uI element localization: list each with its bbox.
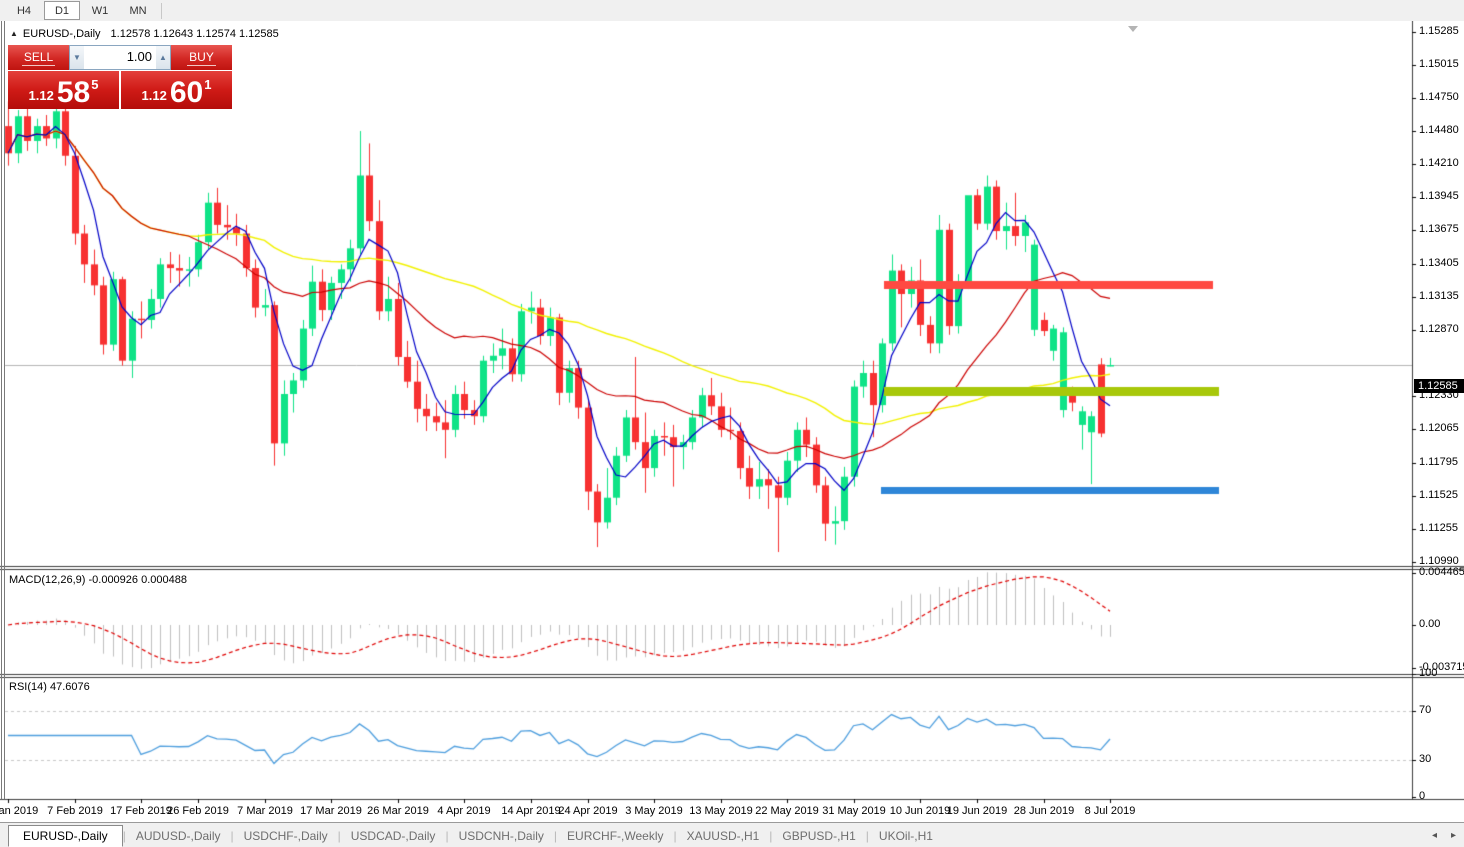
tab-separator: |: [337, 828, 341, 843]
tab-separator: |: [865, 828, 869, 843]
timeframe-button-mn[interactable]: MN: [129, 4, 147, 17]
date-axis-tick: 13 May 2019: [689, 805, 753, 817]
volume-control: ▼ ▲: [69, 45, 171, 70]
price-axis-tick: 1.13405: [1419, 257, 1459, 269]
price-axis-tick: 1.11255: [1419, 522, 1458, 534]
price-axis-tick: 1.12870: [1419, 323, 1459, 335]
volume-increase-button[interactable]: ▲: [156, 46, 170, 69]
chart-tab-xauusd-h1[interactable]: XAUUSD-,H1: [686, 828, 760, 843]
buy-button[interactable]: BUY: [171, 45, 232, 70]
date-axis-tick: 10 Jun 2019: [889, 805, 951, 817]
one-click-trade-panel: SELL ▼ ▲ BUY 1.12 58 5 1.12 60 1: [8, 45, 232, 109]
buy-price-big: 60: [169, 76, 204, 109]
chart-shift-marker-icon[interactable]: [1128, 26, 1138, 32]
macd-values: -0.000926 0.000488: [88, 574, 187, 586]
chart-area: ▲ EURUSD-,Daily 1.12578 1.12643 1.12574 1.…: [0, 21, 1464, 821]
rsi-axis-tick: 0: [1419, 790, 1426, 802]
chart-tab-usdchf-daily[interactable]: USDCHF-,Daily: [243, 828, 328, 843]
timeframe-button-w1[interactable]: W1: [91, 4, 109, 17]
date-axis-tick: 7 Feb 2019: [47, 805, 103, 817]
price-axis-tick: 1.13675: [1419, 223, 1459, 235]
toolbar-separator: [161, 2, 162, 19]
timeframe-button-d1[interactable]: D1: [44, 1, 80, 20]
rsi-axis-tick: 100: [1419, 667, 1438, 679]
date-axis-tick: 26 Mar 2019: [367, 805, 429, 817]
price-axis-tick: 1.11795: [1419, 456, 1458, 468]
macd-axis-tick: 0.004465: [1419, 566, 1464, 578]
date-axis-tick: 19 Jun 2019: [946, 805, 1008, 817]
price-axis-tick: 1.11525: [1419, 489, 1458, 501]
chart-tab-usdcad-daily[interactable]: USDCAD-,Daily: [350, 828, 436, 843]
rsi-axis-tick: 70: [1419, 704, 1432, 716]
date-axis-tick: 22 May 2019: [755, 805, 819, 817]
chart-tabs-bar: EURUSD-,Daily | AUDUSD-,Daily | USDCHF-,Dail…: [0, 822, 1464, 847]
date-axis-tick: 17 Feb 2019: [110, 805, 172, 817]
chart-tab-audusd-daily[interactable]: AUDUSD-,Daily: [135, 828, 221, 843]
rsi-value: 47.6076: [49, 681, 90, 693]
price-axis-tick: 1.15015: [1419, 58, 1459, 70]
date-axis-tick: 31 May 2019: [822, 805, 886, 817]
timeframe-toolbar: H4 D1 W1 MN: [0, 0, 1464, 22]
rsi-label: RSI(14): [9, 681, 47, 693]
rsi-axis-tick: 30: [1419, 753, 1432, 765]
sell-price-big: 58: [56, 76, 91, 109]
tabs-scroll-left-icon[interactable]: ◂: [1431, 830, 1437, 841]
price-axis-tick: 1.13135: [1419, 290, 1459, 302]
tab-separator: |: [230, 828, 234, 843]
tabs-scroll-right-icon[interactable]: ▸: [1450, 830, 1456, 841]
date-axis-tick: 3 May 2019: [625, 805, 683, 817]
timeframe-button-h4[interactable]: H4: [16, 4, 32, 17]
sell-price-box[interactable]: 1.12 58 5: [8, 71, 119, 109]
current-price-badge: 1.12585: [1414, 379, 1464, 393]
tab-separator: |: [673, 828, 677, 843]
date-axis-tick: 4 Apr 2019: [437, 805, 491, 817]
chart-tab-ukoil-h1[interactable]: UKOil-,H1: [878, 828, 933, 843]
volume-input[interactable]: [84, 46, 156, 67]
date-axis-tick: 24 Apr 2019: [558, 805, 618, 817]
date-axis-tick: 17 Mar 2019: [300, 805, 362, 817]
chart-tab-eurchf-weekly[interactable]: EURCHF-,Weekly: [567, 828, 664, 843]
price-axis-tick: 1.10990: [1419, 555, 1459, 567]
buy-price-box[interactable]: 1.12 60 1: [121, 71, 232, 109]
sell-price-sup: 5: [91, 77, 99, 92]
date-axis-tick: 29 Jan 2019: [0, 805, 39, 817]
sell-price-prefix: 1.12: [28, 88, 54, 103]
chart-tab-gbpusd-h1[interactable]: GBPUSD-,H1: [782, 828, 856, 843]
chart-symbol-label: EURUSD-,Daily: [22, 28, 101, 40]
sell-button[interactable]: SELL: [8, 45, 69, 70]
macd-axis-tick: -0.003715: [1419, 661, 1464, 673]
macd-axis-tick: 0.00: [1419, 618, 1441, 630]
rsi-pane-label: RSI(14) 47.6076: [9, 681, 90, 693]
tab-separator: |: [122, 828, 126, 843]
buy-price-prefix: 1.12: [141, 88, 167, 103]
date-axis-tick: 14 Apr 2019: [501, 805, 561, 817]
date-axis-tick: 7 Mar 2019: [237, 805, 293, 817]
macd-label: MACD(12,26,9): [9, 574, 86, 586]
chart-header: ▲ EURUSD-,Daily 1.12578 1.12643 1.12574 1.…: [10, 28, 279, 40]
macd-pane-label: MACD(12,26,9) -0.000926 0.000488: [9, 574, 187, 586]
buy-price-sup: 1: [204, 77, 212, 92]
chart-canvas[interactable]: [0, 21, 1464, 821]
chart-tab-eurusd-daily[interactable]: EURUSD-,Daily: [8, 824, 123, 847]
chart-tab-usdcnh-daily[interactable]: USDCNH-,Daily: [458, 828, 544, 843]
price-axis-tick: 1.14210: [1419, 157, 1459, 169]
tab-separator: |: [553, 828, 558, 843]
price-axis-tick: 1.15285: [1419, 25, 1459, 37]
price-axis-tick: 1.14480: [1419, 124, 1459, 136]
price-axis-tick: 1.12065: [1419, 422, 1459, 434]
volume-decrease-button[interactable]: ▼: [70, 46, 84, 69]
date-axis-tick: 26 Feb 2019: [167, 805, 229, 817]
collapse-icon[interactable]: ▲: [10, 29, 18, 38]
tab-separator: |: [445, 828, 449, 843]
window-border-left: [1, 21, 2, 799]
window-border-left-inner: [4, 21, 5, 799]
date-axis-tick: 28 Jun 2019: [1013, 805, 1075, 817]
date-axis-tick: 8 Jul 2019: [1084, 805, 1136, 817]
chart-ohlc-values: 1.12578 1.12643 1.12574 1.12585: [110, 28, 279, 40]
price-axis-tick: 1.14750: [1419, 91, 1459, 103]
tab-separator: |: [769, 828, 773, 843]
price-axis-tick: 1.13945: [1419, 190, 1459, 202]
